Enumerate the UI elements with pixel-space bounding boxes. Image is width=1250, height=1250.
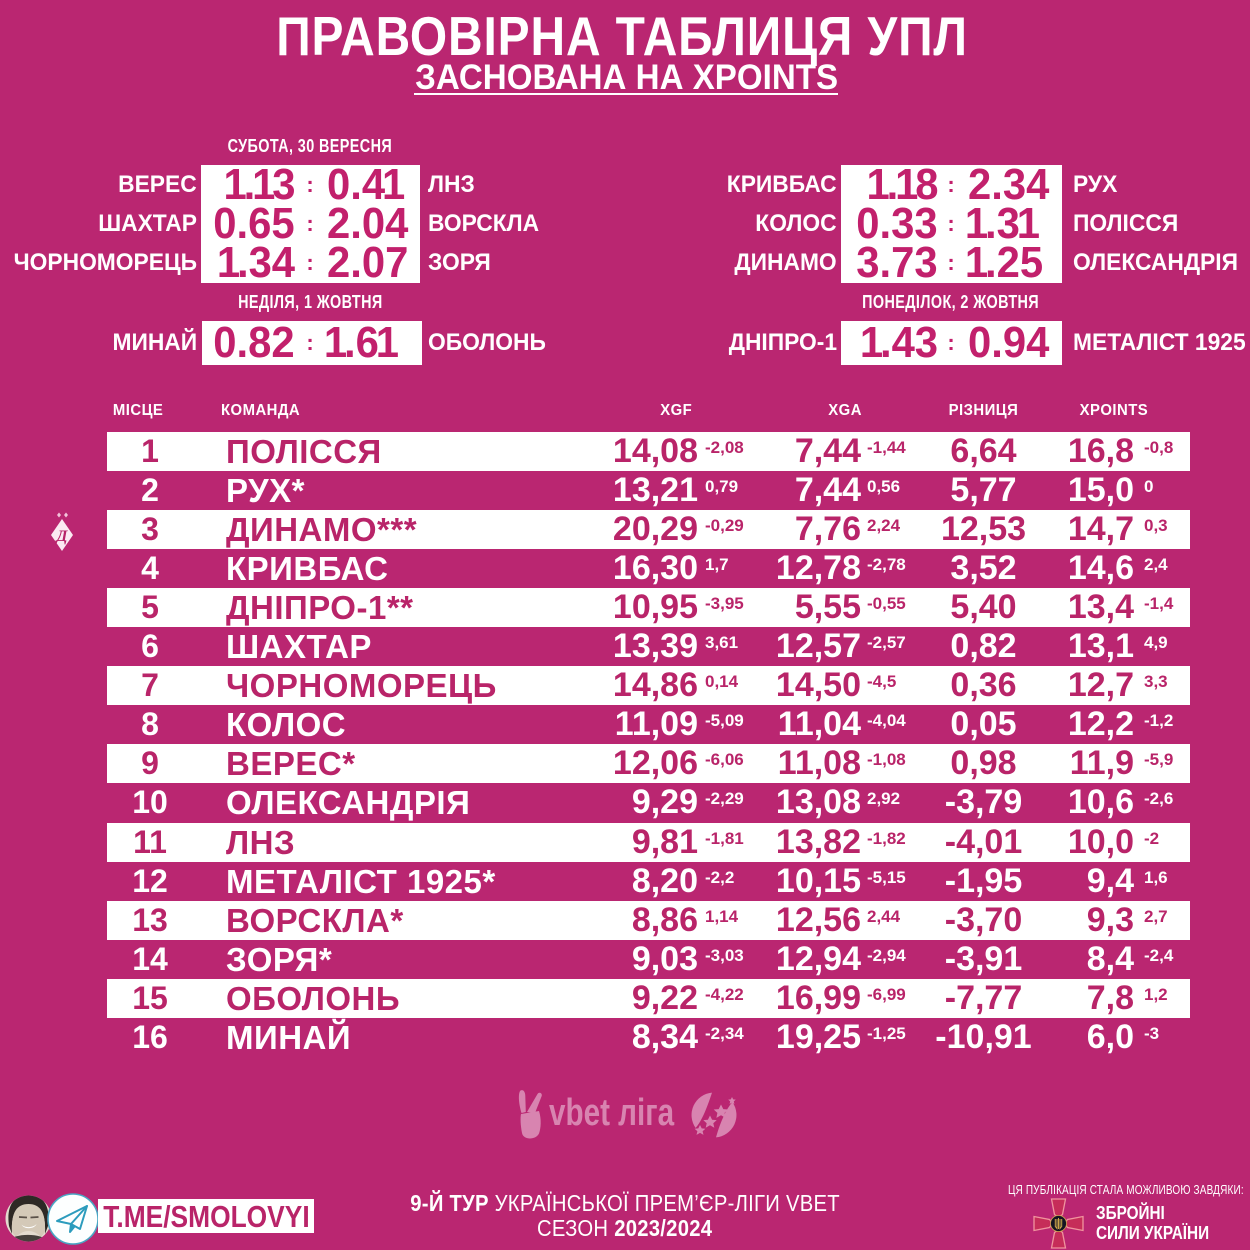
svg-text:Д: Д xyxy=(55,528,69,545)
